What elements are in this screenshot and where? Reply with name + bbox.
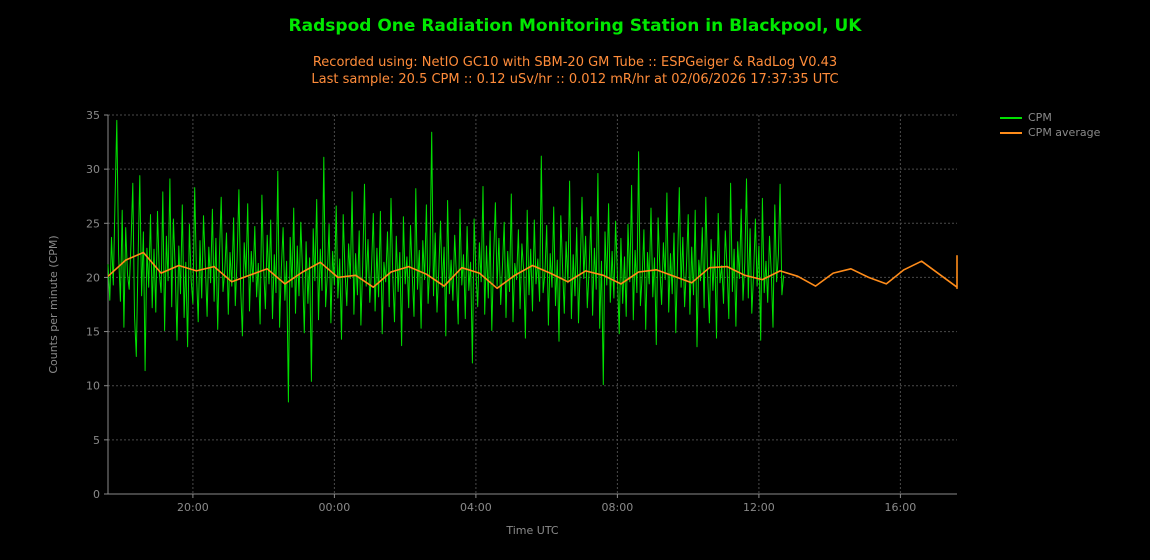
chart-axes: [104, 114, 957, 498]
legend-label-cpm: CPM: [1028, 111, 1052, 124]
x-tick-label: 00:00: [319, 501, 351, 514]
y-tick-label: 20: [86, 271, 100, 284]
x-tick-label: 20:00: [177, 501, 209, 514]
chart-axis-labels: 0 5 10 15 20 25 30 35 20:00 00:00 04:00 08:00 12:00 1…: [47, 109, 916, 537]
y-tick-label: 25: [86, 217, 100, 230]
series-line-cpm: [107, 119, 785, 403]
y-tick-label: 15: [86, 326, 100, 339]
legend-swatch-cpm-average: [1000, 131, 1022, 134]
x-axis-title: Time UTC: [505, 524, 559, 537]
y-tick-label: 0: [93, 488, 100, 501]
series-line-cpm-average: [107, 251, 958, 290]
legend-label-cpm-average: CPM average: [1028, 126, 1101, 139]
chart-plot-area: [107, 119, 958, 403]
y-axis-title: Counts per minute (CPM): [47, 235, 60, 373]
legend-item-cpm: CPM: [1000, 110, 1100, 125]
chart-subtitle-last-sample: Last sample: 20.5 CPM :: 0.12 uSv/hr :: …: [311, 72, 839, 87]
y-tick-label: 10: [86, 380, 100, 393]
y-tick-label: 35: [86, 109, 100, 122]
x-tick-label: 08:00: [602, 501, 634, 514]
legend-swatch-cpm: [1000, 116, 1022, 119]
legend-item-cpm-average: CPM average: [1000, 125, 1100, 140]
chart-subtitle-recorded: Recorded using: NetIO GC10 with SBM-20 G…: [312, 55, 838, 70]
x-tick-label: 16:00: [885, 501, 917, 514]
x-tick-label: 04:00: [460, 501, 492, 514]
x-tick-label: 12:00: [743, 501, 775, 514]
chart-grid: [108, 114, 957, 494]
y-tick-label: 5: [93, 434, 100, 447]
chart-legend: CPM CPM average: [1000, 110, 1100, 140]
y-tick-label: 30: [86, 163, 100, 176]
chart-title: Radspod One Radiation Monitoring Station…: [288, 16, 862, 36]
